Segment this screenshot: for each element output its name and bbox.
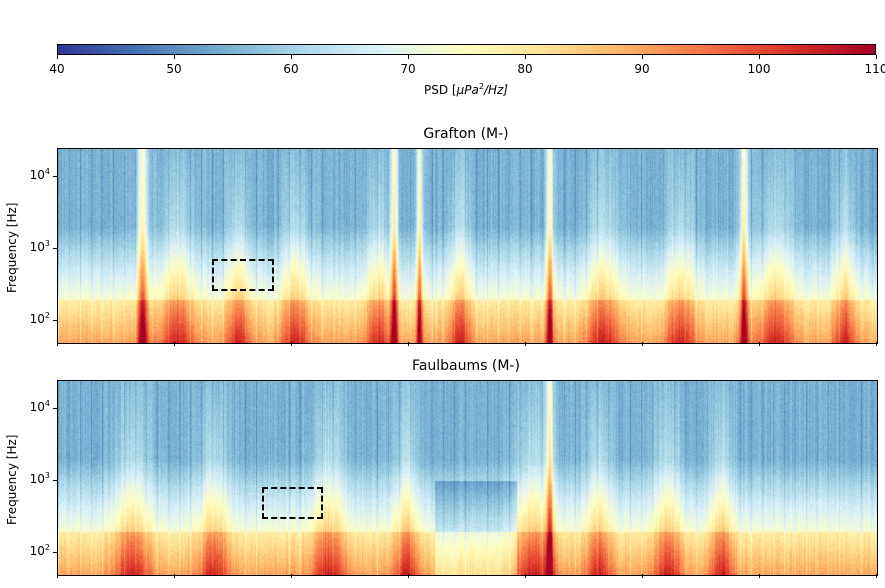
colorbar-tick-mark [525, 55, 526, 59]
x-tick-mark [291, 342, 292, 346]
y-tick-base: 10 [29, 312, 45, 327]
colorbar-tick-mark [291, 55, 292, 59]
x-tick-mark [57, 342, 58, 346]
x-tick-mark [876, 342, 877, 346]
colorbar-tick-label: 70 [400, 62, 416, 76]
panel-title: Grafton (M-) [423, 126, 509, 142]
x-tick-mark [525, 342, 526, 346]
colorbar-tick-label: 40 [49, 62, 65, 76]
y-tick-mark [53, 320, 57, 322]
colorbar-tick-mark [642, 55, 643, 59]
x-tick-mark [408, 342, 409, 346]
colorbar-tick-mark [174, 55, 175, 59]
colorbar-tick-mark [759, 55, 760, 59]
colorbar-tick-label: 50 [166, 62, 182, 76]
x-tick-mark [642, 342, 643, 346]
colorbar-tick-label: 80 [517, 62, 533, 76]
y-axis-label: Frequency [Hz] [5, 202, 19, 294]
x-tick-mark [759, 342, 760, 346]
x-tick-mark [57, 574, 58, 578]
colorbar-tick-label: 60 [283, 62, 299, 76]
y-axis-label: Frequency [Hz] [5, 434, 19, 526]
y-tick-base: 10 [29, 544, 45, 559]
spectrogram-heatmap [57, 148, 878, 344]
annotation-box [262, 486, 323, 519]
x-tick-mark [642, 574, 643, 578]
y-tick-mark [53, 247, 57, 249]
colorbar-tick-mark [876, 55, 877, 59]
y-tick-exp: 2 [44, 311, 50, 321]
x-tick-mark [408, 574, 409, 578]
y-tick-exp: 4 [44, 398, 50, 408]
colorbar-tick-mark [408, 55, 409, 59]
y-tick-label: 102 [10, 543, 50, 558]
x-tick-mark [759, 574, 760, 578]
y-tick-mark [53, 175, 57, 177]
x-tick-mark [174, 342, 175, 346]
y-tick-mark [53, 479, 57, 481]
x-tick-mark [291, 574, 292, 578]
colorbar-tick-label: 100 [747, 62, 771, 76]
panel-title: Faulbaums (M-) [412, 358, 520, 374]
colorbar-tick-label: 90 [634, 62, 650, 76]
annotation-box [212, 258, 274, 291]
y-tick-label: 104 [10, 167, 50, 182]
x-tick-mark [174, 574, 175, 578]
y-tick-exp: 2 [44, 543, 50, 553]
y-tick-mark [53, 552, 57, 554]
colorbar [57, 44, 876, 55]
y-tick-mark [53, 407, 57, 409]
x-tick-mark [525, 574, 526, 578]
y-tick-exp: 3 [44, 238, 50, 248]
colorbar-tick-label: 110 [864, 62, 885, 76]
colorbar-tick-mark [57, 55, 58, 59]
y-tick-exp: 4 [44, 166, 50, 176]
colorbar-label: PSD [μPa2/Hz] [424, 82, 508, 97]
y-tick-exp: 3 [44, 470, 50, 480]
y-tick-label: 103 [10, 471, 50, 486]
spectrogram-heatmap [57, 380, 878, 576]
x-tick-mark [876, 574, 877, 578]
y-tick-label: 103 [10, 239, 50, 254]
y-tick-base: 10 [29, 399, 45, 414]
y-tick-base: 10 [29, 167, 45, 182]
y-tick-base: 10 [29, 239, 45, 254]
y-tick-label: 102 [10, 311, 50, 326]
y-tick-base: 10 [29, 471, 45, 486]
y-tick-label: 104 [10, 399, 50, 414]
